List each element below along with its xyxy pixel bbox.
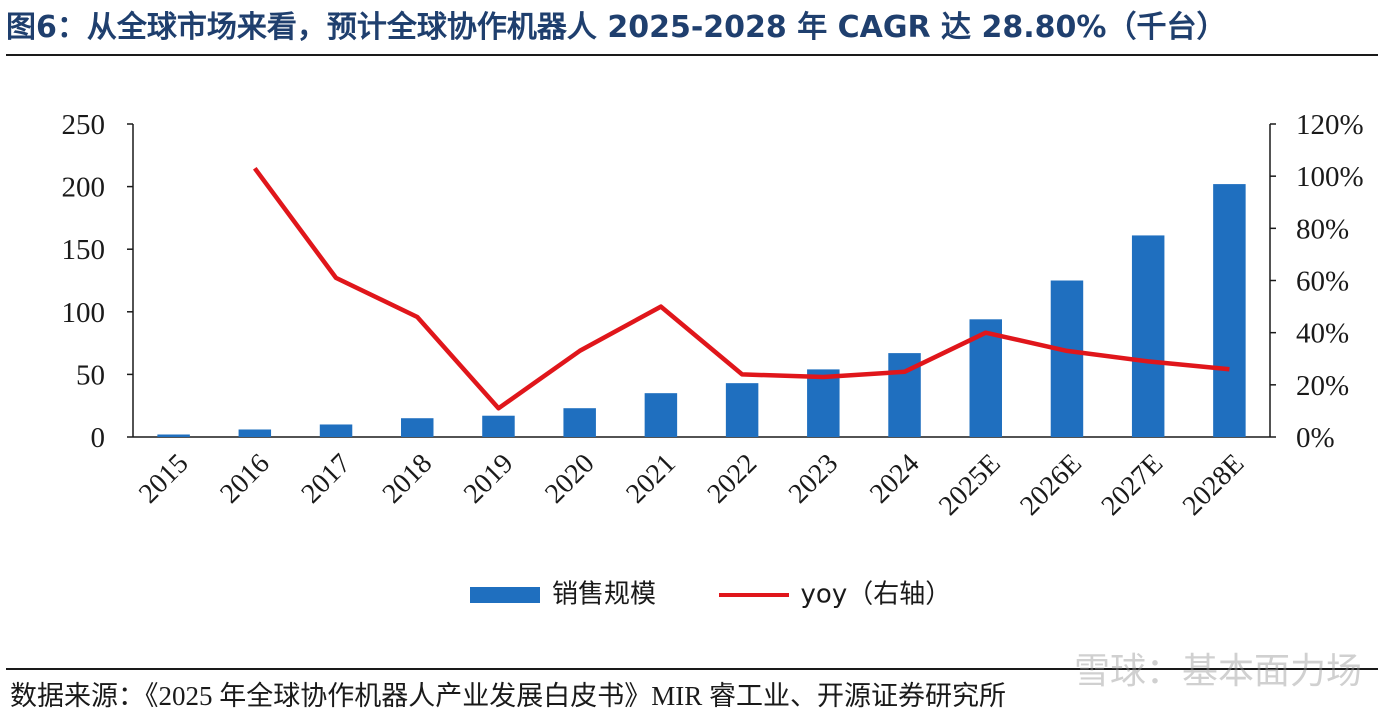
x-tick-label: 2018 xyxy=(377,448,439,510)
bar xyxy=(1213,184,1246,437)
left-tick-label: 150 xyxy=(62,234,106,266)
bar xyxy=(482,415,515,437)
x-tick-label: 2017 xyxy=(295,448,357,510)
bar xyxy=(401,418,434,437)
x-tick-label: 2022 xyxy=(702,448,764,510)
x-tick-label: 2016 xyxy=(214,448,276,510)
yoy-line xyxy=(252,166,1230,411)
watermark: 雪球：基本面力场 xyxy=(1073,651,1362,692)
x-tick-label: 2026E xyxy=(1014,448,1088,522)
x-tick-label: 2020 xyxy=(539,448,601,510)
x-tick-label: 2019 xyxy=(458,448,520,510)
legend-item-line: yoy（右轴） xyxy=(718,579,952,610)
bar xyxy=(644,393,678,437)
bar xyxy=(1131,235,1165,437)
legend-swatch-bar xyxy=(470,586,540,603)
right-tick-label: 40% xyxy=(1296,318,1349,350)
legend-item-bar: 销售规模 xyxy=(470,579,664,610)
bar xyxy=(807,369,840,437)
source-note: 数据来源：《2025 年全球协作机器人产业发展白皮书》MIR 睿工业、开源证券研… xyxy=(10,681,1007,711)
x-tick-label: 2028E xyxy=(1177,448,1251,522)
legend-swatch-line xyxy=(718,592,789,597)
x-tick-label: 2024 xyxy=(864,448,926,510)
x-tick-label: 2025E xyxy=(933,448,1007,522)
legend-label-line: yoy（右轴） xyxy=(800,579,952,610)
legend-label-bar: 销售规模 xyxy=(552,579,657,610)
right-tick-label: 80% xyxy=(1296,213,1349,245)
x-tick-label: 2015 xyxy=(133,448,195,510)
bar xyxy=(563,408,596,437)
left-tick-label: 0 xyxy=(91,422,106,454)
right-tick-label: 120% xyxy=(1296,109,1364,141)
bar xyxy=(725,383,759,437)
bar xyxy=(238,429,272,437)
bar xyxy=(157,434,190,437)
x-tick-label: 2023 xyxy=(783,448,845,510)
chart-title: 图6：从全球市场来看，预计全球协作机器人 2025-2028 年 CAGR 达 … xyxy=(6,10,1227,45)
right-tick-label: 60% xyxy=(1296,266,1349,298)
left-tick-label: 100 xyxy=(62,297,106,329)
footer-divider xyxy=(6,668,1378,670)
chart-canvas: 0 50 100 150 200 250 0% 20% 40% 60% 80% 100% 120% 201… xyxy=(62,109,1364,522)
title-divider xyxy=(6,54,1378,56)
right-tick-label: 20% xyxy=(1296,370,1349,402)
left-tick-label: 50 xyxy=(76,359,105,391)
right-tick-label: 100% xyxy=(1296,161,1364,193)
x-tick-label: 2021 xyxy=(620,448,682,510)
left-tick-label: 250 xyxy=(62,109,106,141)
x-tick-label: 2027E xyxy=(1096,448,1170,522)
left-tick-label: 200 xyxy=(62,172,106,204)
bar xyxy=(319,424,353,437)
bar xyxy=(1050,280,1084,437)
right-tick-label: 0% xyxy=(1296,422,1335,454)
chart-legend: 销售规模 yoy（右轴） xyxy=(470,576,951,612)
